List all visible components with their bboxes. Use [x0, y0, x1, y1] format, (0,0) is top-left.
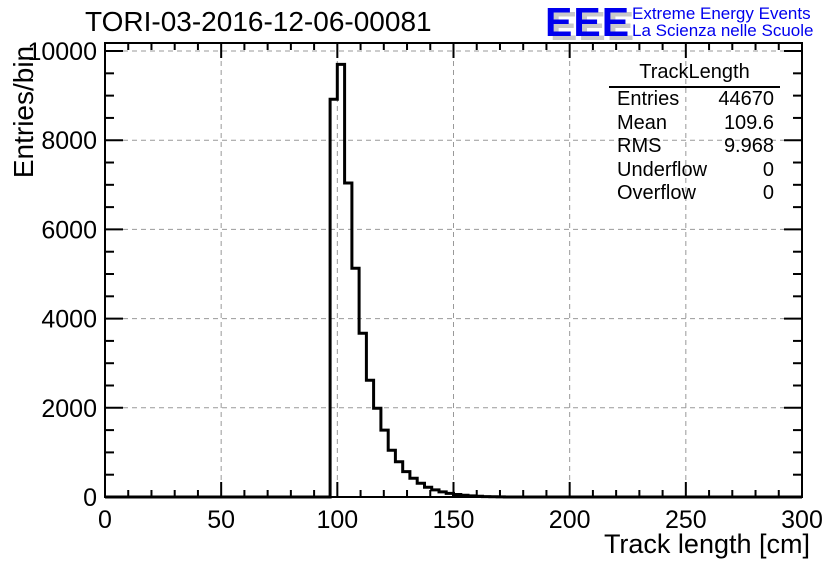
stats-row-value: 0	[762, 158, 774, 181]
x-tick-label: 100	[316, 506, 358, 534]
y-tick-label: 4000	[41, 306, 97, 334]
y-tick-label: 0	[83, 484, 97, 512]
y-tick-label: 8000	[41, 127, 97, 155]
stats-row: RMS 9.968	[609, 135, 780, 159]
eee-logo-line1: Extreme Energy Events	[632, 4, 811, 23]
stats-row: Underflow 0	[609, 159, 780, 183]
stats-row: Overflow 0	[609, 182, 780, 206]
stats-row-value: 44670	[718, 88, 774, 110]
stats-box: TrackLength Entries 44670 Mean 109.6 RMS 9.96…	[609, 61, 780, 206]
y-axis-title: Entries/bin	[8, 45, 39, 179]
stats-row-label: Overflow	[617, 182, 696, 204]
x-tick-label: 0	[98, 506, 112, 534]
stats-row-value: 9.968	[723, 135, 774, 157]
plot-title: TORI-03-2016-12-06-00081	[85, 6, 432, 37]
x-tick-label: 300	[781, 506, 823, 534]
stats-row-value: 109.6	[723, 111, 774, 134]
x-tick-label: 250	[665, 506, 707, 534]
x-tick-label: 150	[433, 506, 475, 534]
stats-row-label: Entries	[617, 88, 680, 110]
eee-logo-line2: La Scienza nelle Scuole	[632, 20, 814, 40]
stats-row-label: RMS	[617, 135, 662, 157]
stats-row: Mean 109.6	[609, 112, 780, 136]
stats-title: TrackLength	[609, 61, 780, 88]
y-tick-label: 6000	[41, 216, 97, 244]
y-tick-label: 2000	[41, 395, 97, 423]
stats-row: Entries 44670	[609, 88, 780, 112]
eee-logo-text: Extreme Energy Events La Scienza nelle S…	[632, 4, 814, 40]
y-tick-label: 10000	[27, 38, 97, 66]
stats-row-label: Mean	[617, 111, 668, 134]
x-tick-label: 200	[549, 506, 591, 534]
x-axis-title: Track length [cm]	[603, 529, 810, 559]
stats-row-label: Underflow	[617, 158, 708, 181]
stats-row-value: 0	[762, 182, 774, 204]
stats-rows: Entries 44670 Mean 109.6 RMS 9.968 Underflow 0 O…	[609, 88, 780, 206]
x-tick-label: 50	[207, 506, 235, 534]
eee-logo: EEE	[545, 0, 631, 45]
